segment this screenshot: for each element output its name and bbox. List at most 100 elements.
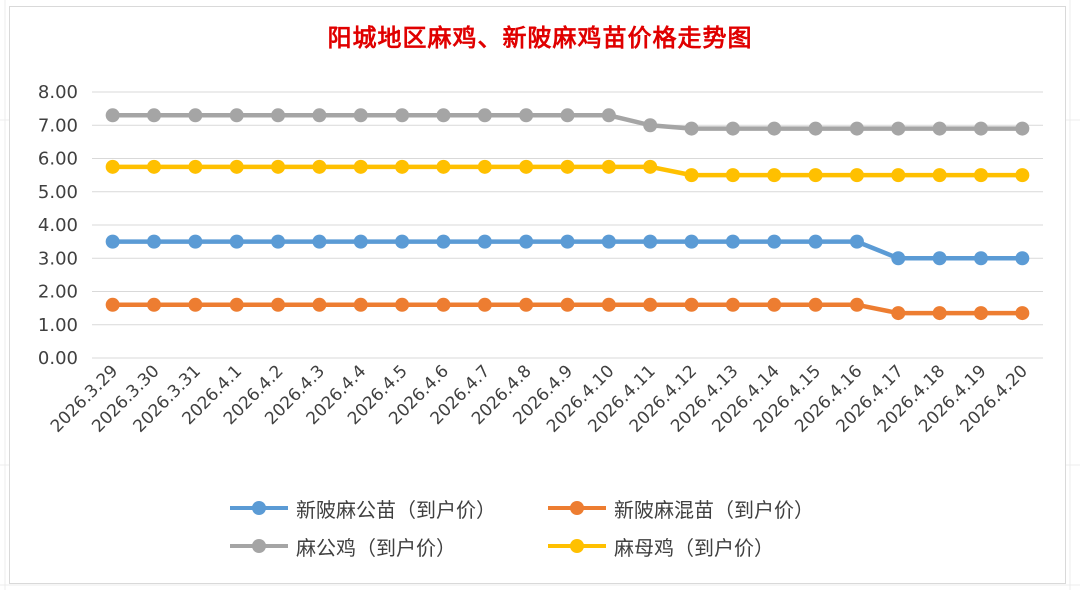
data-point[interactable] [229, 234, 244, 249]
data-point[interactable] [973, 251, 988, 266]
data-point[interactable] [808, 297, 823, 312]
data-point[interactable] [601, 234, 616, 249]
data-point[interactable] [188, 108, 203, 123]
chart-area[interactable] [9, 6, 1066, 584]
data-point[interactable] [601, 108, 616, 123]
data-point[interactable] [477, 108, 492, 123]
data-point[interactable] [725, 234, 740, 249]
data-point[interactable] [1015, 168, 1030, 183]
data-point[interactable] [229, 159, 244, 174]
legend-item[interactable]: 麻母鸡（到户价） [548, 532, 866, 560]
data-point[interactable] [560, 159, 575, 174]
legend-item[interactable]: 麻公鸡（到户价） [230, 532, 548, 560]
data-point[interactable] [808, 234, 823, 249]
data-point[interactable] [849, 234, 864, 249]
data-point[interactable] [271, 297, 286, 312]
data-point[interactable] [188, 297, 203, 312]
legend-item[interactable]: 新陂麻混苗（到户价） [548, 494, 866, 522]
legend-item[interactable]: 新陂麻公苗（到户价） [230, 494, 548, 522]
data-point[interactable] [395, 108, 410, 123]
data-point[interactable] [560, 297, 575, 312]
data-point[interactable] [643, 234, 658, 249]
data-point[interactable] [477, 297, 492, 312]
data-point[interactable] [147, 234, 162, 249]
data-point[interactable] [519, 297, 534, 312]
data-point[interactable] [188, 234, 203, 249]
data-point[interactable] [312, 108, 327, 123]
data-point[interactable] [891, 251, 906, 266]
data-point[interactable] [395, 159, 410, 174]
data-point[interactable] [395, 234, 410, 249]
data-point[interactable] [725, 121, 740, 136]
data-point[interactable] [849, 121, 864, 136]
data-point[interactable] [1015, 251, 1030, 266]
data-point[interactable] [601, 297, 616, 312]
data-point[interactable] [312, 159, 327, 174]
data-point[interactable] [477, 159, 492, 174]
series-0 [105, 234, 1030, 266]
data-point[interactable] [601, 159, 616, 174]
data-point[interactable] [519, 108, 534, 123]
data-point[interactable] [725, 297, 740, 312]
data-point[interactable] [560, 108, 575, 123]
data-point[interactable] [229, 108, 244, 123]
data-point[interactable] [436, 297, 451, 312]
data-point[interactable] [271, 234, 286, 249]
data-point[interactable] [891, 306, 906, 321]
data-point[interactable] [147, 159, 162, 174]
data-point[interactable] [973, 121, 988, 136]
data-point[interactable] [1015, 306, 1030, 321]
data-point[interactable] [105, 108, 120, 123]
data-point[interactable] [973, 306, 988, 321]
data-point[interactable] [932, 121, 947, 136]
data-point[interactable] [105, 159, 120, 174]
data-point[interactable] [353, 234, 368, 249]
data-point[interactable] [767, 297, 782, 312]
data-point[interactable] [436, 234, 451, 249]
data-point[interactable] [312, 297, 327, 312]
data-point[interactable] [643, 118, 658, 133]
data-point[interactable] [808, 168, 823, 183]
data-point[interactable] [105, 297, 120, 312]
data-point[interactable] [973, 168, 988, 183]
data-point[interactable] [105, 234, 120, 249]
data-point[interactable] [519, 159, 534, 174]
data-point[interactable] [519, 234, 534, 249]
data-point[interactable] [684, 234, 699, 249]
data-point[interactable] [436, 159, 451, 174]
data-point[interactable] [1015, 121, 1030, 136]
data-point[interactable] [849, 297, 864, 312]
data-point[interactable] [684, 168, 699, 183]
data-point[interactable] [560, 234, 575, 249]
data-point[interactable] [353, 159, 368, 174]
data-point[interactable] [932, 168, 947, 183]
data-point[interactable] [147, 108, 162, 123]
data-point[interactable] [808, 121, 823, 136]
data-point[interactable] [147, 297, 162, 312]
data-point[interactable] [353, 297, 368, 312]
data-point[interactable] [767, 121, 782, 136]
data-point[interactable] [767, 168, 782, 183]
data-point[interactable] [684, 121, 699, 136]
data-point[interactable] [684, 297, 699, 312]
data-point[interactable] [849, 168, 864, 183]
data-point[interactable] [891, 121, 906, 136]
y-tick-label: 5.00 [38, 182, 78, 203]
data-point[interactable] [643, 297, 658, 312]
data-point[interactable] [271, 159, 286, 174]
data-point[interactable] [477, 234, 492, 249]
data-point[interactable] [395, 297, 410, 312]
data-point[interactable] [932, 306, 947, 321]
data-point[interactable] [725, 168, 740, 183]
data-point[interactable] [229, 297, 244, 312]
data-point[interactable] [353, 108, 368, 123]
data-point[interactable] [643, 159, 658, 174]
data-point[interactable] [271, 108, 286, 123]
data-point[interactable] [188, 159, 203, 174]
data-point[interactable] [436, 108, 451, 123]
data-point[interactable] [932, 251, 947, 266]
data-point[interactable] [312, 234, 327, 249]
data-point[interactable] [767, 234, 782, 249]
data-point[interactable] [891, 168, 906, 183]
